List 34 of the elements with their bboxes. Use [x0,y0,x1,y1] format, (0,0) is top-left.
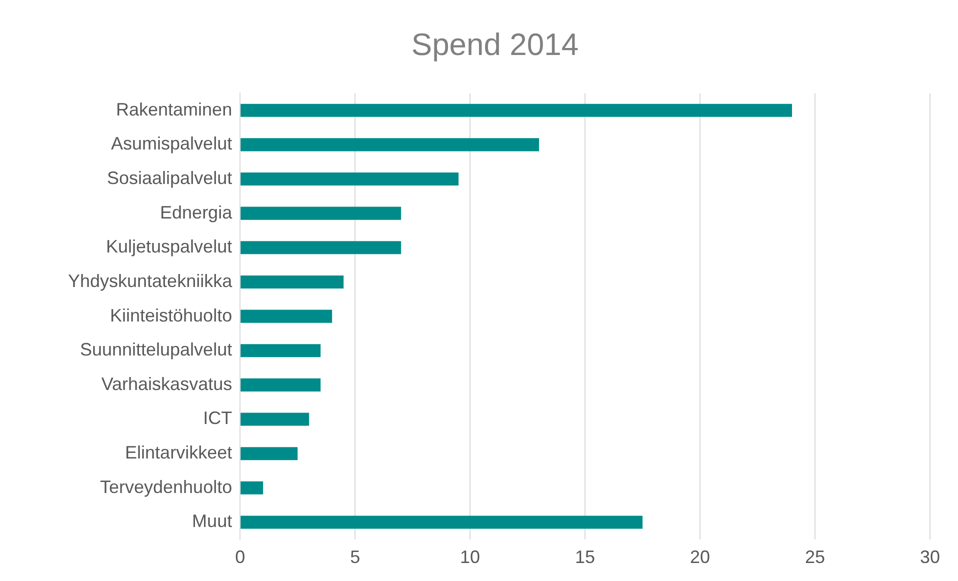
y-tick-label: ICT [203,408,232,428]
bar [240,516,643,529]
y-tick-label: Elintarvikkeet [125,442,232,463]
y-tick-label: Terveydenhuolto [100,476,232,497]
x-tick-label: 30 [920,547,940,568]
y-tick-label: Kuljetuspalvelut [106,236,232,257]
chart-title: Spend 2014 [411,27,579,62]
y-tick-label: Kiinteistöhuolto [110,305,232,326]
bar [240,275,344,288]
y-tick-label: Suunnittelupalvelut [80,340,232,360]
bar [240,104,792,117]
bar [240,344,321,358]
y-tick-label: Sosiaalipalvelut [107,168,232,188]
bar [240,172,459,186]
y-tick-label: Rakentaminen [116,99,232,120]
bar [240,206,402,220]
y-tick-label: Ednergia [160,202,234,222]
x-tick-label: 10 [460,547,480,568]
x-tick-label: 0 [235,547,246,568]
bar [240,241,402,254]
bar [240,481,264,494]
x-tick-label: 20 [690,547,710,568]
bar [240,447,298,460]
x-tick-label: 25 [805,547,826,568]
bar [240,138,540,152]
x-tick-label: 5 [350,547,360,568]
y-tick-label: Asumispalvelut [111,134,232,154]
y-tick-label: Yhdyskuntatekniikka [68,270,234,291]
x-tick-label: 15 [575,547,596,568]
y-tick-label: Muut [192,511,232,532]
y-tick-label: Varhaiskasvatus [101,374,232,394]
bar [240,378,321,392]
bar [240,412,310,426]
bar [240,310,332,323]
